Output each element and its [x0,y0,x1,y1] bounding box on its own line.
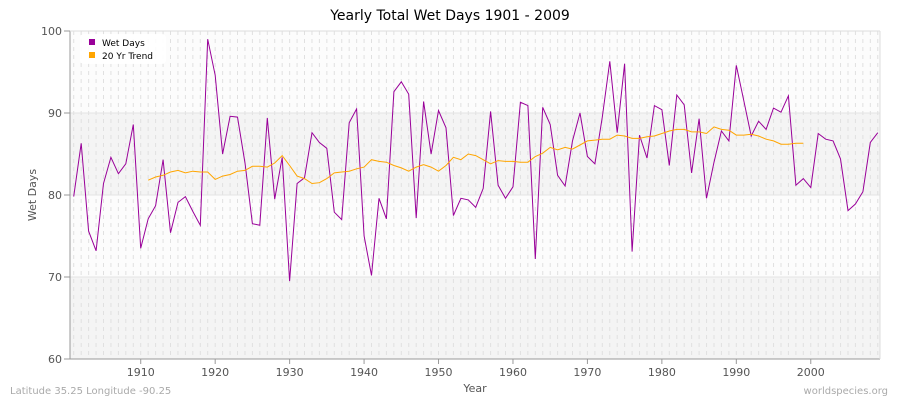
legend-swatch [89,39,95,45]
legend-label: Wet Days [102,39,145,49]
y-tick-label: 80 [48,189,62,202]
x-tick-label: 1950 [425,366,453,379]
legend-box [80,34,166,64]
legend-swatch [89,52,95,58]
location-label: Latitude 35.25 Longitude -90.25 [10,386,172,397]
grid-band [70,277,880,359]
x-tick-label: 1940 [350,366,378,379]
source-label: worldspecies.org [803,386,888,397]
x-tick-label: 1920 [201,366,229,379]
x-tick-label: 1990 [722,366,750,379]
wet-days-line [73,39,879,282]
y-tick-label: 70 [48,271,62,284]
x-tick-label: 1910 [127,366,155,379]
x-tick-label: 1960 [499,366,527,379]
legend-label: 20 Yr Trend [102,52,153,62]
chart-title: Yearly Total Wet Days 1901 - 2009 [330,8,570,24]
grid-band [70,113,880,195]
trend-line [148,126,804,185]
y-tick-label: 90 [48,107,62,120]
y-tick-label: 100 [41,25,62,38]
y-tick-label: 60 [48,353,62,366]
x-tick-label: 1930 [276,366,304,379]
grid-band [70,195,880,277]
x-axis-label: Year [462,382,487,395]
x-tick-label: 1970 [573,366,601,379]
x-tick-label: 2000 [797,366,825,379]
x-tick-label: 1980 [648,366,676,379]
y-axis-label: Wet Days [26,169,39,222]
